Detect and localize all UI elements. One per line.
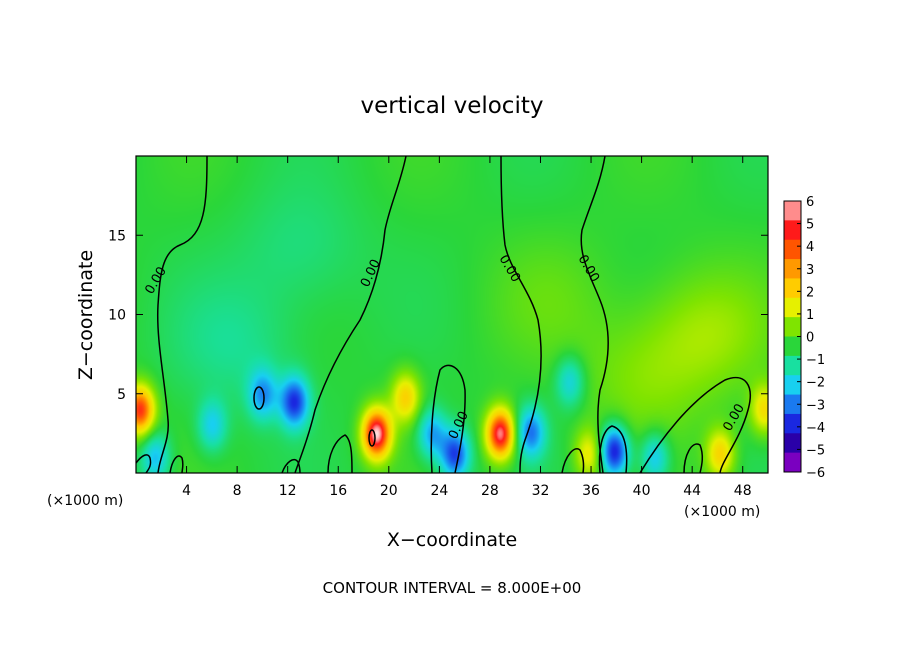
x-tick-label: 40	[633, 483, 651, 499]
colorbar: 6 5 4 3 2 1 0 −1 −2 −3 −4 −5 −6	[783, 195, 825, 481]
contour-line	[294, 155, 407, 474]
contour-line	[156, 155, 208, 474]
x-tick-label: 36	[582, 483, 600, 499]
x-tick-label: 44	[683, 483, 701, 499]
colorbar-swatch	[784, 317, 801, 337]
y-tick-label: 15	[108, 228, 126, 244]
colorbar-swatch	[784, 433, 801, 454]
y-tick-label: 5	[117, 387, 126, 403]
contour-line	[500, 155, 542, 474]
colorbar-tick-label: −6	[806, 466, 825, 481]
colorbar-tick-label: −3	[806, 398, 825, 413]
contour-line	[683, 443, 704, 474]
contour-line	[580, 155, 609, 474]
colorbar-tick-label: 5	[806, 218, 814, 233]
chart-title: vertical velocity	[361, 93, 544, 119]
colorbar-swatch	[784, 394, 801, 415]
contour-line	[327, 434, 353, 474]
contour-loop	[253, 386, 265, 410]
colorbar-swatch	[784, 336, 801, 357]
x-tick-label: 24	[430, 483, 448, 499]
contour-loop	[368, 429, 376, 447]
x-axis: 4 8 12 16 20 24 28 32 36 40 44 48	[182, 156, 752, 499]
x-tick-label: 28	[481, 483, 499, 499]
colorbar-swatch	[784, 239, 801, 260]
colorbar-swatch	[784, 201, 801, 221]
x-unit-right: (×1000 m)	[684, 504, 760, 520]
x-tick-label: 4	[182, 483, 191, 499]
colorbar-tick-label: 2	[806, 285, 814, 300]
colorbar-swatch	[784, 413, 801, 434]
x-tick-label: 20	[380, 483, 398, 499]
x-tick-label: 32	[532, 483, 550, 499]
heatmap-canvas	[136, 156, 768, 473]
colorbar-swatch	[784, 259, 801, 279]
contour-line	[598, 425, 628, 474]
colorbar-tick-label: −4	[806, 421, 825, 436]
colorbar-tick-label: −1	[806, 353, 825, 368]
colorbar-swatch	[784, 220, 801, 241]
x-axis-label: X−coordinate	[387, 529, 517, 551]
x-tick-label: 16	[329, 483, 347, 499]
colorbar-tick-label: −5	[806, 443, 825, 458]
x-tick-label: 8	[233, 483, 242, 499]
colorbar-swatch	[784, 452, 801, 473]
contour-line	[135, 454, 152, 474]
colorbar-tick-label: −2	[806, 376, 825, 391]
colorbar-swatch	[784, 297, 801, 318]
y-tick-label: 10	[108, 308, 126, 324]
colorbar-tick-label: 1	[806, 308, 814, 323]
colorbar-tick-label: 6	[806, 195, 814, 210]
colorbar-tick-label: 3	[806, 263, 814, 278]
colorbar-tick-label: 4	[806, 240, 814, 255]
contour-line	[639, 377, 751, 474]
x-tick-label: 12	[279, 483, 297, 499]
y-axis-label: Z−coordinate	[75, 250, 97, 380]
contour-lines	[135, 155, 751, 474]
contour-line	[281, 458, 301, 474]
contour-interval-note: CONTOUR INTERVAL = 8.000E+00	[323, 579, 582, 597]
contour-line	[430, 364, 466, 474]
plot-area: 0.00 0.00 0.00 0.00 0.00 0.00	[135, 155, 769, 474]
contour-line	[169, 455, 184, 474]
colorbar-swatch	[784, 375, 801, 396]
colorbar-swatch	[784, 355, 801, 376]
colorbar-tick-label: 0	[806, 331, 814, 346]
colorbar-swatch	[784, 278, 801, 299]
y-axis: 5 10 15	[108, 228, 768, 403]
x-tick-label: 48	[734, 483, 752, 499]
contour-line	[561, 448, 585, 474]
x-unit-left: (×1000 m)	[47, 493, 123, 509]
